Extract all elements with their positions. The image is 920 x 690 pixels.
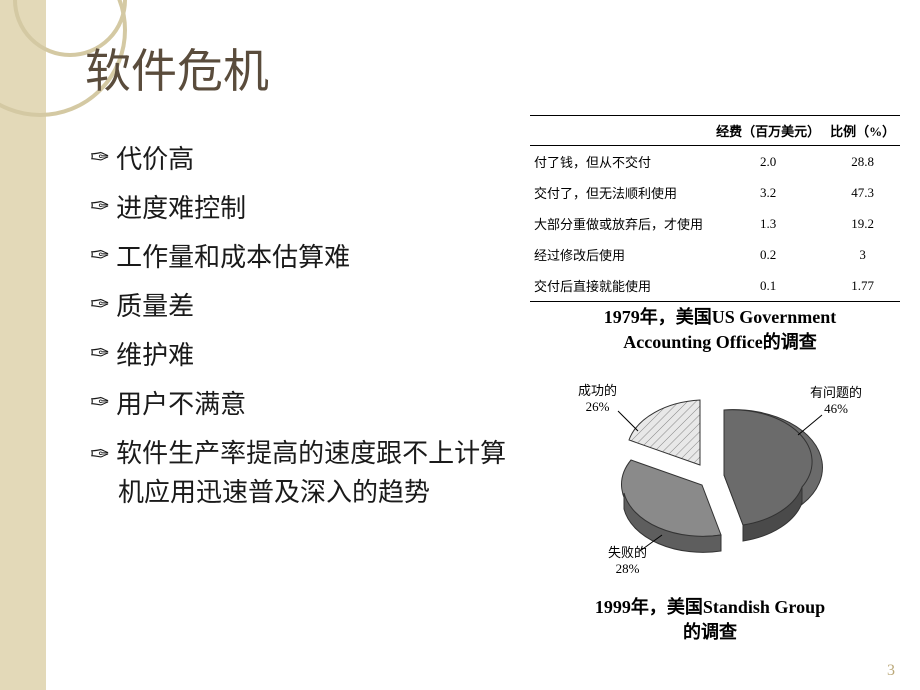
table-caption: 1979年，美国US Government Accounting Office的… [530,305,910,355]
table-cell: 2.0 [711,146,825,178]
caption-line: 1999年，美国Standish Group [595,597,825,617]
bullet-icon: ✑ [90,385,110,421]
list-item: ✑质量差 [90,287,510,326]
pie-label-fail: 失败的 28% [608,545,647,576]
table-row: 大部分重做或放弃后，才使用1.319.2 [530,208,900,239]
pie-caption: 1999年，美国Standish Group 的调查 [530,595,890,645]
caption-line: 的调查 [683,622,737,642]
list-item: ✑工作量和成本估算难 [90,238,510,277]
table-cell: 19.2 [825,208,900,239]
bullet-text: 工作量和成本估算难 [116,238,350,277]
pie-label-text: 失败的 [608,545,647,560]
bullet-icon: ✑ [90,140,110,176]
table-cell: 交付了，但无法顺利使用 [530,177,711,208]
pie-label-success: 成功的 26% [578,383,617,414]
cost-table: 经费（百万美元） 比例（%） 付了钱，但从不交付2.028.8 交付了，但无法顺… [530,115,900,302]
pie-label-pct: 26% [586,399,610,414]
table-cell: 大部分重做或放弃后，才使用 [530,208,711,239]
pie-label-text: 有问题的 [810,385,862,400]
bullet-text: 软件生产率提高的速度跟不上计算机应用迅速普及深入的趋势 [116,439,506,507]
caption-line: 1979年，美国US Government [604,307,837,327]
pie-label-problem: 有问题的 46% [810,385,862,416]
bullet-list: ✑代价高 ✑进度难控制 ✑工作量和成本估算难 ✑质量差 ✑维护难 ✑用户不满意 … [90,140,510,522]
table-cell: 0.2 [711,239,825,270]
bullet-icon: ✑ [90,287,110,323]
slide-title: 软件危机 [85,35,269,101]
pie-label-pct: 46% [824,401,848,416]
table-cell: 经过修改后使用 [530,239,711,270]
table-header-row: 经费（百万美元） 比例（%） [530,116,900,146]
bullet-icon: ✑ [90,442,110,468]
bullet-text: 质量差 [116,287,194,326]
table-row: 交付了，但无法顺利使用3.247.3 [530,177,900,208]
bullet-text: 用户不满意 [116,385,246,424]
bullet-icon: ✑ [90,189,110,225]
table-cell: 付了钱，但从不交付 [530,146,711,178]
bullet-text: 维护难 [116,336,194,375]
table-cell: 3 [825,239,900,270]
list-item: ✑维护难 [90,336,510,375]
table-cell: 1.3 [711,208,825,239]
table-cell: 1.77 [825,270,900,302]
list-item: ✑用户不满意 [90,385,510,424]
table-header [530,116,711,146]
table-row: 交付后直接就能使用0.11.77 [530,270,900,302]
bullet-text: 代价高 [116,140,194,179]
list-item: ✑软件生产率提高的速度跟不上计算机应用迅速普及深入的趋势 [90,434,510,512]
pie-label-pct: 28% [616,561,640,576]
pie-label-text: 成功的 [578,383,617,398]
table-header: 经费（百万美元） [711,116,825,146]
list-item: ✑代价高 [90,140,510,179]
list-item: ✑进度难控制 [90,189,510,228]
table-cell: 0.1 [711,270,825,302]
page-number: 3 [887,662,895,680]
bullet-text: 进度难控制 [116,189,246,228]
caption-line: Accounting Office的调查 [623,332,816,352]
table-row: 经过修改后使用0.23 [530,239,900,270]
table-cell: 28.8 [825,146,900,178]
table-header: 比例（%） [825,116,900,146]
pie-chart-region: 成功的 26% 有问题的 46% 失败的 28% [530,375,890,575]
cost-table-region: 经费（百万美元） 比例（%） 付了钱，但从不交付2.028.8 交付了，但无法顺… [530,115,900,302]
table-cell: 3.2 [711,177,825,208]
table-cell: 交付后直接就能使用 [530,270,711,302]
table-row: 付了钱，但从不交付2.028.8 [530,146,900,178]
bullet-icon: ✑ [90,336,110,372]
table-cell: 47.3 [825,177,900,208]
bullet-icon: ✑ [90,238,110,274]
